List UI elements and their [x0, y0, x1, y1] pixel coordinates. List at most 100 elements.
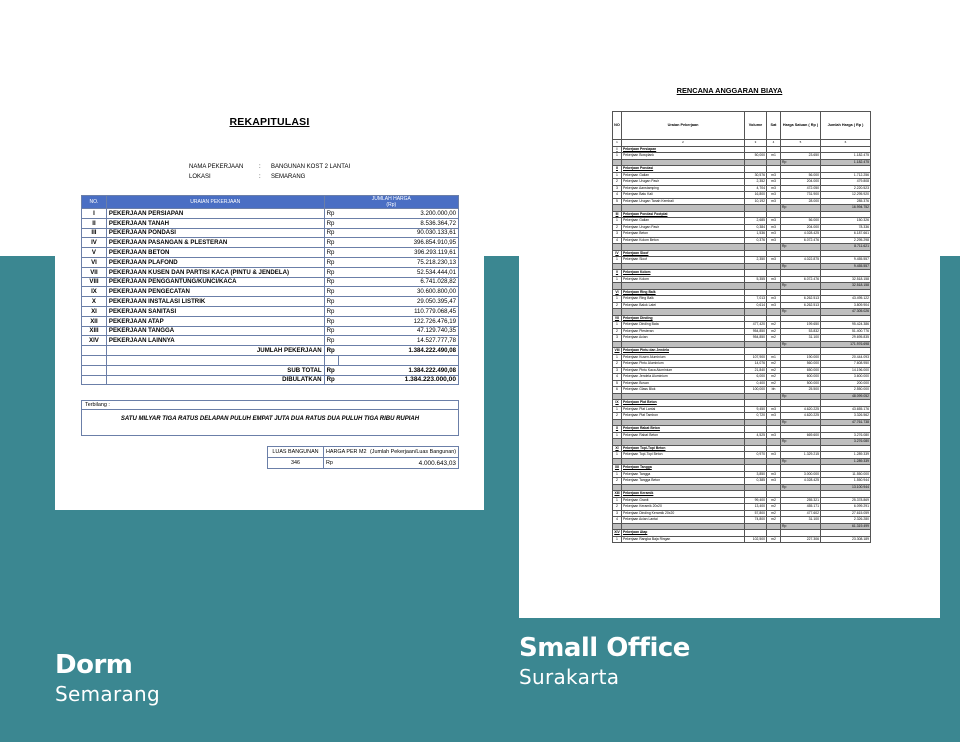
- item-currency: Rp: [323, 247, 339, 258]
- subtotal-row-currency: Rp: [323, 364, 339, 376]
- item-no: XI: [81, 305, 107, 317]
- item-currency: Rp: [323, 237, 339, 249]
- info-row: NAMA PEKERJAAN : BANGUNAN KOST 2 LANTAI: [189, 162, 350, 172]
- rab-title: RENCANA ANGGARAN BIAYA: [676, 86, 783, 95]
- item-currency: Rp: [323, 227, 339, 239]
- harga-m2-rp: Rp: [323, 457, 338, 469]
- item-desc: PEKERJAAN TANAH: [105, 217, 325, 229]
- rab-item-row: 1 Pekerjaan Rangka Baja Ringan 102,500 m2 22…: [612, 535, 871, 543]
- item-value: 47.129.740,35: [338, 325, 460, 337]
- rab-volume: 102,500: [744, 535, 767, 543]
- rab-header-row: NO Uraian Pekerjaan Volume Sat Harga Sat…: [612, 111, 871, 140]
- recap-row: XIII PEKERJAAN TANGGA Rp 47.129.740,35: [81, 325, 460, 337]
- rab-subtotal-row: Rp 16.994.752: [612, 204, 871, 212]
- rab-header-sat: Sat: [766, 111, 781, 140]
- rab-item-row: 3 Pekerjaan Dinding Keramik 20x20 57,800 m2…: [612, 509, 871, 517]
- empty-cell: [81, 345, 107, 356]
- item-no: V: [81, 247, 107, 258]
- item-currency: Rp: [323, 296, 339, 307]
- rab-document-image: RENCANA ANGGARAN BIAYA NO Uraian Pekerja…: [519, 66, 940, 618]
- dibulatkan-row-currency: Rp: [323, 374, 339, 386]
- luas-value: 346: [267, 457, 324, 469]
- jumlah-row-label: JUMLAH PEKERJAAN: [105, 345, 325, 356]
- rab-subtotal-value: 61.319.499: [820, 522, 871, 530]
- item-currency: Rp: [323, 286, 339, 298]
- recap-row: X PEKERJAAN INSTALASI LISTRIK Rp 29.050.395…: [81, 296, 460, 307]
- rab-subtotal-row: Rp 9.455.557: [612, 262, 871, 270]
- rab-item-row: 6 Pekerjaan Glass Blok 100,000 bh 25.500 2.55…: [612, 386, 871, 394]
- caption-dorm: Dorm Semarang: [55, 650, 160, 706]
- item-desc: PEKERJAAN PONDASI: [105, 227, 325, 239]
- item-currency: Rp: [323, 208, 339, 219]
- item-desc: PEKERJAAN KUSEN DAN PARTISI KACA (PINTU …: [105, 266, 325, 278]
- rab-header-total: Jumlah Harga ( Rp ): [820, 111, 871, 140]
- recap-table: NO. URAIAN PEKERJAAN JUMLAH HARGA (Rp) I…: [81, 195, 460, 386]
- item-value: 6.741.028,82: [338, 276, 460, 288]
- empty-cell: [337, 354, 460, 366]
- spacer-row: [81, 354, 460, 366]
- recap-row: VI PEKERJAAN PLAFOND Rp 75.218.230,13: [81, 256, 460, 268]
- terbilang-label: Terbilang :: [82, 401, 458, 410]
- recap-header-row: NO. URAIAN PEKERJAAN JUMLAH HARGA (Rp): [81, 195, 460, 209]
- item-value: 3.200.000,00: [338, 208, 460, 219]
- caption-city: Surakarta: [519, 665, 620, 689]
- rab-total: 27.615.059: [820, 509, 871, 517]
- empty-cell: [81, 354, 107, 366]
- rab-header-unit-price: Harga Satuan ( Rp ): [780, 111, 821, 140]
- rab-item-row: 1 Pekerjaan Rabat Beton 4,525 m3 669.600 3.27…: [612, 431, 871, 439]
- recap-row: XII PEKERJAAN ATAP Rp 122.726.476,19: [81, 315, 460, 327]
- rab-subtotal-row: Rp 171.976.698: [612, 340, 871, 348]
- harga-m2-value: 4.000.643,03: [337, 457, 459, 469]
- item-value: 90.030.133,61: [338, 227, 460, 239]
- rab-total: 23.308.189: [820, 535, 871, 543]
- empty-cell: [81, 374, 107, 386]
- recap-row: IX PEKERJAAN PENGECATAN Rp 30.600.800,00: [81, 286, 460, 298]
- info-row: LOKASI : SEMARANG: [189, 172, 350, 182]
- item-currency: Rp: [323, 256, 339, 268]
- item-no: XIII: [81, 325, 107, 337]
- item-value: 30.600.800,00: [338, 286, 460, 298]
- header-amount-label: JUMLAH HARGA: [371, 196, 411, 202]
- item-no: II: [81, 217, 107, 229]
- item-currency: Rp: [323, 305, 339, 317]
- item-no: XII: [81, 315, 107, 327]
- recap-row: IV PEKERJAAN PASANGAN & PLESTERAN Rp 396.85…: [81, 237, 460, 249]
- area-price-table: LUAS BANGUNAN HARGA PER M2 (Jumlah Peker…: [267, 446, 459, 469]
- item-value: 396.854.910,95: [338, 237, 460, 249]
- harga-m2-note: (Jumlah Pekerjaan/Luas Bangunan): [369, 449, 456, 455]
- item-no: I: [81, 208, 107, 219]
- luas-label: LUAS BANGUNAN: [267, 446, 324, 458]
- item-currency: Rp: [323, 325, 339, 337]
- info-key: LOKASI: [189, 174, 211, 180]
- item-desc: PEKERJAAN BETON: [105, 247, 325, 258]
- dibulatkan-row: DIBULATKAN Rp 1.384.223.000,00: [81, 374, 460, 386]
- item-desc: PEKERJAAN ATAP: [105, 315, 325, 327]
- item-desc: PEKERJAAN LAINNYA: [105, 335, 325, 347]
- item-no: XIV: [81, 335, 107, 347]
- rab-header-desc: Uraian Pekerjaan: [621, 111, 745, 140]
- rab-subtotal-row: Rp 13.100.944: [612, 483, 871, 491]
- rab-item-row: 4 Pekerjaan Acian Lantai 74,800 m2 31.100 2.3…: [612, 516, 871, 524]
- terbilang-box: Terbilang : SATU MILYAR TIGA RATUS DELAP…: [81, 400, 459, 436]
- dibulatkan-row-value: 1.384.223.000,00: [338, 374, 460, 386]
- rab-item-row: 1 Pekerjaan Galian 2,685 m3 56.000 150.326: [612, 217, 871, 225]
- item-desc: PEKERJAAN PASANGAN & PLESTERAN: [105, 237, 325, 249]
- caption-small-office: Small Office Surakarta: [519, 633, 690, 689]
- item-currency: Rp: [323, 276, 339, 288]
- recap-title: REKAPITULASI: [229, 116, 310, 128]
- header-amount-unit: (Rp): [386, 202, 397, 208]
- subtotal-row: SUB TOTAL Rp 1.384.222.490,08: [81, 364, 460, 376]
- terbilang-text: SATU MILYAR TIGA RATUS DELAPAN PULUH EMP…: [120, 416, 420, 422]
- area-price-value-row: 346 Rp 4.000.643,03: [267, 457, 459, 469]
- rab-header-no: NO: [612, 111, 622, 140]
- info-value: BANGUNAN KOST 2 LANTAI: [271, 164, 351, 170]
- recap-row: XIV PEKERJAAN LAINNYA Rp 14.527.777,78: [81, 335, 460, 347]
- item-no: X: [81, 296, 107, 307]
- item-currency: Rp: [323, 266, 339, 278]
- jumlah-row: JUMLAH PEKERJAAN Rp 1.384.222.490,08: [81, 345, 460, 356]
- subtotal-row-label: SUB TOTAL: [105, 364, 325, 376]
- caption-title: Small Office: [519, 633, 690, 663]
- item-currency: Rp: [323, 315, 339, 327]
- recap-row: XI PEKERJAAN SANITASI Rp 110.779.068,45: [81, 305, 460, 317]
- header-no: NO.: [81, 195, 107, 209]
